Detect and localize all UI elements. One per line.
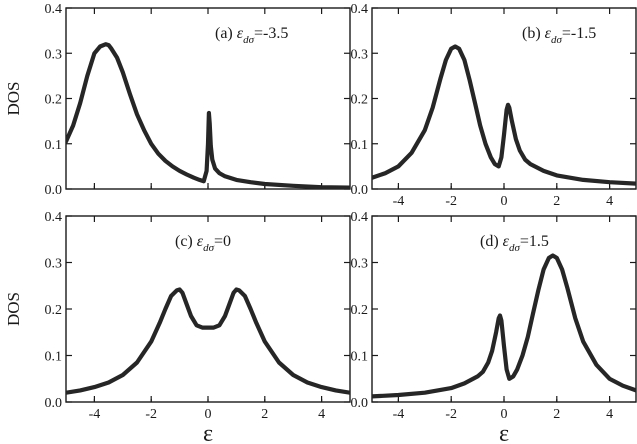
y-tick-label: 0.2 bbox=[351, 303, 369, 318]
x-tick-label: -2 bbox=[145, 407, 157, 422]
panel-label-symbol: ε bbox=[237, 25, 244, 42]
dos-curve bbox=[66, 42, 350, 189]
x-tick-label: 4 bbox=[606, 407, 613, 422]
panel-label-subscript: dσ bbox=[243, 34, 255, 46]
y-tick-label: 0.4 bbox=[351, 2, 369, 17]
panel-label: (d) εdσ=1.5 bbox=[480, 233, 549, 254]
y-tick-label: 0.2 bbox=[45, 303, 63, 318]
y-tick-label: 0.1 bbox=[351, 138, 369, 153]
y-tick-label: 0.1 bbox=[351, 350, 369, 365]
x-axis-title: ε bbox=[499, 421, 509, 444]
y-tick-label: 0.3 bbox=[351, 47, 369, 62]
panel-label-symbol: ε bbox=[545, 25, 552, 42]
y-tick-label: 0.3 bbox=[45, 47, 63, 62]
x-axis-title: ε bbox=[203, 421, 213, 444]
dos-curve bbox=[66, 287, 350, 395]
y-tick-label: 0.3 bbox=[45, 257, 63, 272]
y-tick-label: 0.0 bbox=[351, 183, 369, 198]
x-tick-label: 0 bbox=[501, 194, 508, 209]
panel-a: 0.0 0.1 0.2 0.3 0.4 DOS (a) εdσ=-3.5 bbox=[4, 2, 351, 198]
y-tick-label: 0.2 bbox=[45, 93, 63, 108]
panel-b: -4 -2 0 2 4 0.0 0.1 0.2 0.3 0.4 (b) εdσ=-1.5 bbox=[351, 2, 637, 209]
x-tick-label: -2 bbox=[445, 407, 457, 422]
panel-label: (a) εdσ=-3.5 bbox=[215, 25, 288, 46]
y-axis-title: DOS bbox=[4, 81, 23, 115]
panel-label-value: =-1.5 bbox=[562, 25, 596, 42]
x-tick-label: 2 bbox=[261, 407, 268, 422]
plot-frame bbox=[371, 7, 637, 190]
y-tick-label: 0.0 bbox=[45, 396, 63, 411]
y-tick-label: 0.4 bbox=[45, 210, 63, 225]
panel-d: -4 -2 0 2 40.00.10.20.30.4ε(d) εdσ=1.5 bbox=[351, 210, 637, 444]
panel-label-subscript: dσ bbox=[509, 242, 521, 254]
panel-label-symbol: ε bbox=[503, 233, 510, 250]
x-tick-label: 4 bbox=[318, 407, 325, 422]
y-tick-label: 0.0 bbox=[45, 183, 63, 198]
panel-label-value: =-3.5 bbox=[254, 25, 288, 42]
y-axis-title: DOS bbox=[4, 292, 23, 326]
dos-curve bbox=[372, 44, 636, 186]
x-tick-label: 0 bbox=[205, 407, 212, 422]
y-tick-label: 0.1 bbox=[45, 138, 63, 153]
panel-label-prefix: (d) bbox=[480, 233, 503, 250]
x-tick-label: 2 bbox=[553, 407, 560, 422]
panel-label: (c) εdσ=0 bbox=[175, 233, 231, 254]
y-tick-label: 0.4 bbox=[45, 2, 63, 17]
dos-curve bbox=[372, 253, 636, 399]
panel-label-symbol: ε bbox=[197, 233, 204, 250]
panel-label-value: =1.5 bbox=[520, 233, 549, 250]
y-tick-label: 0.3 bbox=[351, 257, 369, 272]
x-tick-label: 4 bbox=[606, 194, 613, 209]
y-tick-label: 0.4 bbox=[351, 210, 369, 225]
y-tick-label: 0.1 bbox=[45, 350, 63, 365]
x-tick-label: -4 bbox=[89, 407, 101, 422]
panel-label-prefix: (c) bbox=[175, 233, 197, 250]
panel-label: (b) εdσ=-1.5 bbox=[522, 25, 596, 46]
x-tick-label: -2 bbox=[445, 194, 457, 209]
panel-label-subscript: dσ bbox=[551, 34, 563, 46]
x-tick-label: 0 bbox=[501, 407, 508, 422]
panel-label-prefix: (b) bbox=[522, 25, 545, 42]
x-tick-label: -4 bbox=[393, 407, 405, 422]
panel-label-prefix: (a) bbox=[215, 25, 237, 42]
panel-label-value: =0 bbox=[214, 233, 231, 250]
y-tick-label: 0.2 bbox=[351, 93, 369, 108]
x-tick-label: -4 bbox=[393, 194, 405, 209]
x-tick-label: 2 bbox=[553, 194, 560, 209]
y-tick-label: 0.0 bbox=[351, 396, 369, 411]
panel-label-subscript: dσ bbox=[203, 242, 215, 254]
